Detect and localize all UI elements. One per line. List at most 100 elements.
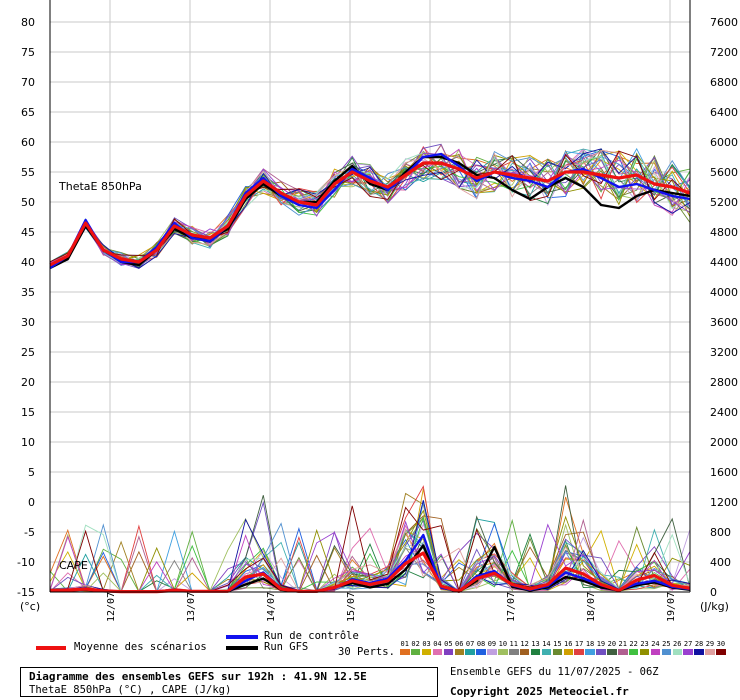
left-tick-label: 60 xyxy=(21,136,35,149)
left-axis-unit: (°c) xyxy=(20,600,40,613)
pert-legend-item: 26 xyxy=(672,640,682,655)
date-tick-label: 13/07 xyxy=(186,592,197,622)
pert-legend-item: 22 xyxy=(628,640,639,655)
right-tick-label: 7200 xyxy=(710,46,738,59)
axes xyxy=(49,0,691,593)
chart-title: Diagramme des ensembles GEFS sur 192h : … xyxy=(29,670,367,683)
pert-legend-item: 23 xyxy=(639,640,650,655)
grid xyxy=(50,0,690,593)
pert-legend-item: 29 xyxy=(705,640,715,655)
pert-legend-item: 30 xyxy=(716,640,726,655)
left-tick-label: 75 xyxy=(21,46,35,59)
right-tick-label: 1600 xyxy=(710,466,738,479)
gfs-legend-label: Run GFS xyxy=(264,641,309,653)
pert-legend-item: 20 xyxy=(607,640,617,655)
date-tick-label: 18/07 xyxy=(586,592,597,622)
member-lines xyxy=(49,143,691,593)
pert-legend-item: 01 xyxy=(400,640,410,655)
left-tick-label: 70 xyxy=(21,76,35,89)
series-theta-line-1 xyxy=(49,152,691,269)
date-tick-label: 15/07 xyxy=(346,592,357,622)
date-tick-label: 17/07 xyxy=(506,592,517,622)
right-tick-label: 6000 xyxy=(710,136,738,149)
left-tick-label: 80 xyxy=(21,16,35,29)
left-tick-label: -10 xyxy=(17,556,35,569)
left-tick-label: 25 xyxy=(21,346,35,359)
member-theta-line xyxy=(49,148,691,269)
left-tick-label: 40 xyxy=(21,256,35,269)
pert-legend-item: 27 xyxy=(683,640,693,655)
control-swatch xyxy=(226,635,258,639)
pert-legend-item: 11 xyxy=(509,640,519,655)
right-tick-label: 2800 xyxy=(710,376,738,389)
pert-legend-item: 25 xyxy=(661,640,672,655)
pert-legend-item: 18 xyxy=(585,640,595,655)
right-tick-label: 4400 xyxy=(710,256,738,269)
mean-legend-label: Moyenne des scénarios xyxy=(74,641,207,653)
left-tick-label: 0 xyxy=(28,496,35,509)
member-theta-line xyxy=(49,155,691,266)
pert-legend-item: 12 xyxy=(519,640,530,655)
copyright: Copyright 2025 Meteociel.fr xyxy=(450,685,629,698)
left-tick-label: 15 xyxy=(21,406,35,419)
left-tick-label: 10 xyxy=(21,436,35,449)
pert-legend-item: 28 xyxy=(694,640,704,655)
run-info: Ensemble GEFS du 11/07/2025 - 06Z xyxy=(450,666,659,678)
pert-legend-item: 16 xyxy=(563,640,573,655)
date-tick-label: 14/07 xyxy=(266,592,277,622)
member-cape-line xyxy=(49,532,691,592)
right-tick-label: 1200 xyxy=(710,496,738,509)
right-tick-label: 4800 xyxy=(710,226,738,239)
series-theta-line-0 xyxy=(49,161,691,267)
pert-legend-item: 10 xyxy=(498,640,508,655)
pert-legend-item: 17 xyxy=(574,640,584,655)
right-tick-label: 2400 xyxy=(710,406,738,419)
mean-swatch xyxy=(36,646,66,650)
right-tick-label: 6400 xyxy=(710,106,738,119)
left-tick-label: 55 xyxy=(21,166,35,179)
pert-legend-item: 21 xyxy=(618,640,628,655)
right-tick-label: 2000 xyxy=(710,436,738,449)
pert-legend-item: 03 xyxy=(421,640,432,655)
pert-legend-item: 04 xyxy=(432,640,443,655)
control-legend-label: Run de contrôle xyxy=(264,630,359,642)
date-tick-label: 16/07 xyxy=(426,592,437,622)
pert-legend-item: 08 xyxy=(476,640,486,655)
right-tick-label: 4000 xyxy=(710,286,738,299)
chart-subtitle: ThetaE 850hPa (°C) , CAPE (J/kg) xyxy=(29,684,232,696)
member-theta-line xyxy=(49,150,691,263)
info-box: Diagramme des ensembles GEFS sur 192h : … xyxy=(20,667,438,697)
right-tick-label: 800 xyxy=(710,526,731,539)
pert-legend-item: 05 xyxy=(443,640,454,655)
right-axis-unit: (J/kg) xyxy=(700,600,729,613)
member-theta-line xyxy=(49,153,691,268)
pert-legend-item: 09 xyxy=(487,640,497,655)
right-tick-label: 5200 xyxy=(710,196,738,209)
legend-area: Moyenne des scénarios Run de contrôle Ru… xyxy=(0,628,740,700)
right-tick-label: 0 xyxy=(710,586,717,599)
left-tick-label: -5 xyxy=(24,526,35,539)
left-tick-label: -15 xyxy=(17,586,35,599)
left-tick-label: 5 xyxy=(28,466,35,479)
main-lines xyxy=(49,152,691,594)
right-tick-label: 3600 xyxy=(710,316,738,329)
pert-legend-item: 24 xyxy=(650,640,661,655)
perts-label: 30 Perts. xyxy=(338,646,395,658)
pert-legend-item: 02 xyxy=(410,640,421,655)
pert-legend-item: 15 xyxy=(552,640,563,655)
right-tick-label: 7600 xyxy=(710,16,738,29)
right-tick-label: 400 xyxy=(710,556,731,569)
pert-legend-item: 06 xyxy=(454,640,464,655)
left-tick-label: 45 xyxy=(21,226,35,239)
pert-legend-item: 14 xyxy=(541,640,552,655)
theta-panel-label: ThetaE 850hPa xyxy=(58,180,142,193)
date-tick-label: 12/07 xyxy=(106,592,117,622)
pert-legend-item: 19 xyxy=(596,640,606,655)
cape-panel-label: CAPE xyxy=(59,559,88,572)
pert-legend-item: 13 xyxy=(530,640,541,655)
right-tick-label: 5600 xyxy=(710,166,738,179)
left-tick-label: 20 xyxy=(21,376,35,389)
right-tick-label: 6800 xyxy=(710,76,738,89)
